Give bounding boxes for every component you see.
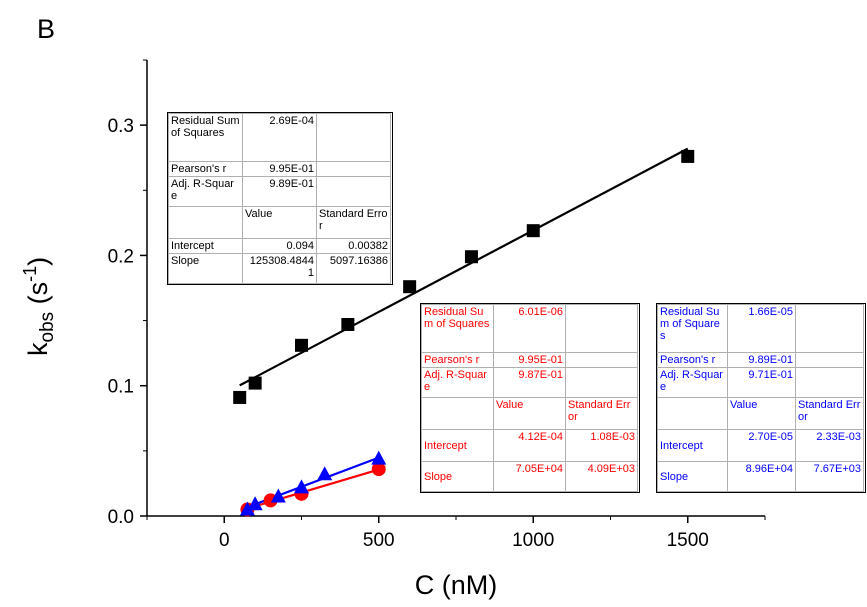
stats-table-black: Residual Sum of Squares 2.69E-04 Pearson'… [167,112,393,285]
intercept-label: Intercept [168,238,243,254]
data-point-square [526,224,540,238]
data-point-triangle [247,496,263,511]
data-point-square [403,280,417,294]
data-point-triangle [239,501,255,516]
se-header: Standard Error [795,397,864,430]
y-tick-label: 0.2 [108,246,134,267]
slope-label: Slope [421,461,494,492]
intercept-se: 1.08E-03 [565,429,638,462]
data-point-square [295,338,308,352]
slope-value: 8.96E+04 [727,461,796,492]
pearson-value: 9.89E-01 [727,352,796,368]
data-point-triangle [270,488,286,503]
intercept-se: 0.00382 [316,238,391,254]
adjr-label: Adj. R-Square [421,367,494,398]
slope-se: 7.67E+03 [795,461,864,492]
pearson-label: Pearson's r [168,161,243,177]
rss-value: 2.69E-04 [242,113,317,162]
adjr-value: 9.71E-01 [727,367,796,398]
panel-label: B [37,14,56,44]
x-tick-label: 500 [363,530,395,551]
slope-label: Slope [657,461,728,492]
rss-value: 1.66E-05 [727,304,796,353]
x-axis-label: C (nM) [415,570,498,600]
y-tick-label: 0.1 [108,377,134,398]
rss-label: Residual Sum of Squares [421,304,494,353]
slope-se: 5097.16386 [316,253,391,284]
data-point-triangle [317,466,333,481]
adjr-value: 9.89E-01 [242,176,317,207]
intercept-label: Intercept [657,429,728,462]
stats-table-blue: Residual Sum of Squares 1.66E-05 Pearson'… [656,303,866,493]
pearson-label: Pearson's r [657,352,728,368]
y-tick-label: 0.3 [108,116,134,137]
intercept-value: 0.094 [242,238,317,254]
value-header: Value [727,397,796,430]
data-point-triangle [371,450,387,465]
adjr-label: Adj. R-Square [657,367,728,398]
intercept-value: 4.12E-04 [493,429,566,462]
data-point-square [464,250,478,264]
value-header: Value [493,397,566,430]
y-axis-label: kobs (s-1) [20,257,58,356]
data-point-triangle [294,479,309,494]
pearson-label: Pearson's r [421,352,494,368]
intercept-value: 2.70E-05 [727,429,796,462]
se-header: Standard Error [316,206,391,239]
slope-se: 4.09E+03 [565,461,638,492]
pearson-value: 9.95E-01 [493,352,566,368]
adjr-value: 9.87E-01 [493,367,566,398]
stats-table-red: Residual Sum of Squares 6.01E-06 Pearson'… [420,303,640,493]
se-header: Standard Error [565,397,638,430]
x-tick-label: 0 [219,530,230,551]
pearson-value: 9.95E-01 [242,161,317,177]
x-tick-label: 1000 [512,530,554,551]
data-point-square [341,317,355,331]
y-tick-label: 0.0 [108,507,134,528]
slope-value: 7.05E+04 [493,461,566,492]
slope-label: Slope [168,253,243,284]
rss-value: 6.01E-06 [493,304,566,353]
intercept-se: 2.33E-03 [795,429,864,462]
data-point-square [233,390,247,404]
intercept-label: Intercept [421,429,494,462]
slope-value: 125308.48441 [242,253,317,284]
data-point-circle [371,462,386,477]
data-point-square [681,149,695,163]
rss-label: Residual Sum of Squares [657,304,728,353]
fit-line-square [239,147,689,387]
rss-label: Residual Sum of Squares [168,113,243,162]
x-tick-label: 1500 [667,530,709,551]
data-point-square [248,376,262,390]
adjr-label: Adj. R-Square [168,176,243,207]
value-header: Value [242,206,317,239]
